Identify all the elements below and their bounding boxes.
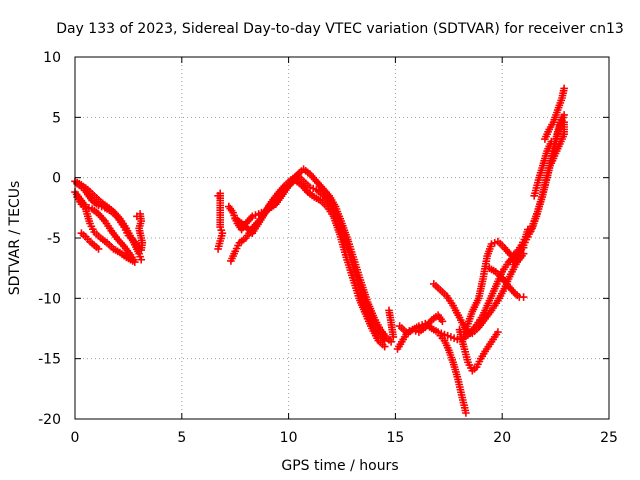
- axis-ticks: [74, 56, 610, 420]
- data-point: [462, 409, 470, 417]
- series-arc-m: [395, 311, 447, 336]
- y-tick-label: -15: [38, 352, 61, 368]
- y-tick-label: 5: [52, 110, 61, 126]
- series-arc-t: [526, 111, 568, 236]
- y-axis-title: SDTVAR / TECUs: [7, 181, 23, 296]
- series-arc-g: [214, 189, 227, 253]
- data-point: [560, 118, 568, 126]
- data-point: [519, 293, 528, 301]
- series-arc-i: [227, 171, 389, 345]
- x-axis-title: GPS time / hours: [281, 458, 398, 474]
- y-tick-labels: -20 -15 -10 -5 0 5 10: [38, 50, 61, 428]
- data-point: [405, 327, 414, 335]
- y-tick-label: -20: [38, 412, 61, 428]
- data-point: [560, 111, 568, 119]
- data-point: [494, 328, 502, 336]
- data-point: [251, 211, 260, 219]
- y-tick-label: -10: [38, 291, 61, 307]
- data-point: [94, 245, 103, 253]
- data-points: [71, 84, 568, 417]
- series-arc-j: [231, 176, 389, 351]
- chart-title: Day 133 of 2023, Sidereal Day-to-day VTE…: [56, 21, 624, 37]
- series-arc-b: [71, 188, 139, 266]
- data-point: [443, 331, 452, 340]
- series-arc-c: [73, 193, 137, 265]
- y-tick-label: 10: [43, 50, 61, 66]
- x-tick-labels: 0 5 10 15 20 25: [71, 430, 618, 446]
- x-tick-label: 0: [71, 430, 80, 446]
- data-point: [547, 137, 556, 146]
- series-arc-p: [455, 325, 502, 375]
- y-tick-label: 0: [52, 171, 61, 187]
- series-arc-r: [485, 264, 528, 301]
- x-tick-label: 15: [386, 430, 404, 446]
- data-point: [216, 223, 224, 231]
- x-tick-label: 20: [493, 430, 511, 446]
- y-tick-label: -5: [47, 231, 61, 247]
- data-point: [408, 325, 417, 334]
- data-point: [519, 249, 528, 258]
- series-arc-e: [77, 229, 103, 253]
- data-point: [438, 317, 447, 326]
- x-tick-label: 5: [177, 430, 186, 446]
- data-point: [380, 342, 389, 351]
- x-tick-label: 10: [280, 430, 298, 446]
- data-point: [128, 257, 137, 265]
- series-arc-v: [547, 118, 568, 167]
- data-point: [560, 84, 568, 93]
- series-arc-k: [385, 306, 398, 341]
- data-point: [136, 252, 144, 261]
- series-arc-f: [133, 210, 147, 254]
- x-tick-label: 25: [600, 430, 618, 446]
- series-arc-o: [436, 331, 470, 417]
- series-arc-w: [530, 137, 556, 200]
- series-arc-u: [541, 84, 568, 143]
- data-point: [137, 255, 145, 264]
- data-point: [389, 333, 398, 341]
- data-point: [380, 336, 389, 345]
- data-point: [387, 338, 395, 346]
- data-point: [137, 246, 145, 254]
- series-arc-d: [73, 179, 143, 253]
- data-point: [214, 245, 222, 253]
- data-point: [450, 334, 458, 342]
